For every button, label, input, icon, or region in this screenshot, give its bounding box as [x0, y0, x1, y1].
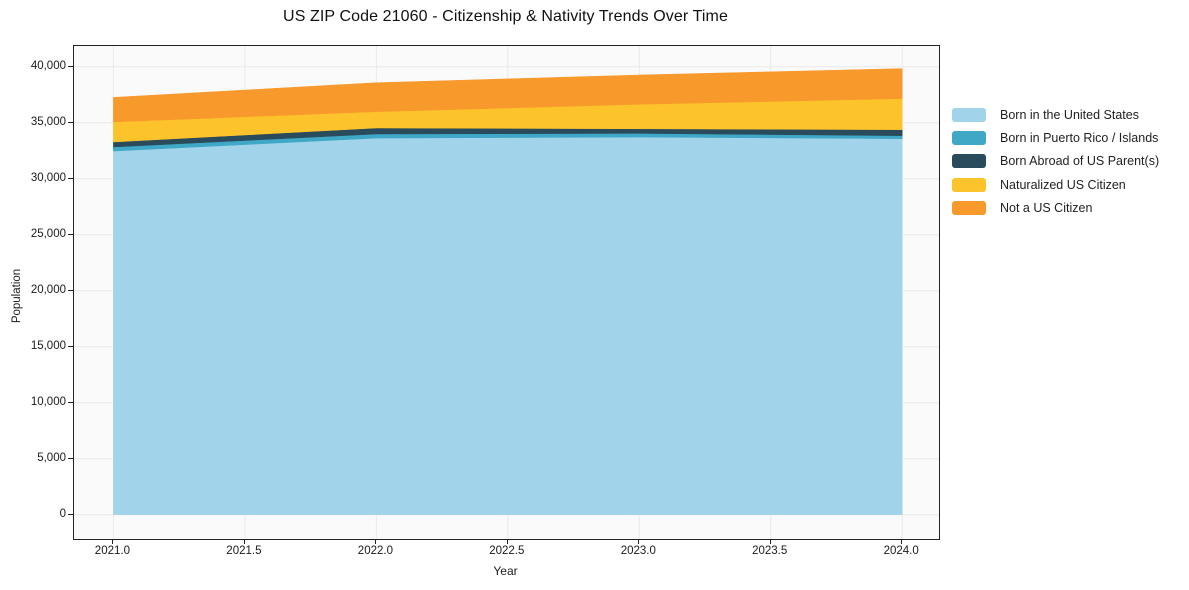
legend-label: Not a US Citizen	[1000, 201, 1093, 216]
y-tick-label: 5,000	[37, 451, 66, 464]
legend-item: Naturalized US Citizen	[952, 173, 1159, 196]
y-tick-mark	[68, 345, 73, 347]
legend-item: Born in Puerto Rico / Islands	[952, 126, 1159, 149]
legend-swatch-icon	[952, 177, 986, 192]
area-series-0	[113, 136, 903, 515]
x-tick-mark	[506, 539, 508, 544]
x-tick-label: 2023.0	[620, 545, 656, 557]
legend-label: Born in the United States	[1000, 107, 1139, 122]
x-tick-mark	[769, 539, 771, 544]
legend-swatch-icon	[952, 201, 986, 216]
x-tick-mark	[243, 539, 245, 544]
y-tick-label: 10,000	[30, 395, 66, 408]
x-tick-label: 2021.5	[226, 545, 262, 557]
y-tick-label: 20,000	[30, 283, 66, 296]
y-tick-label: 40,000	[30, 59, 66, 72]
x-tick-label: 2021.0	[94, 545, 130, 557]
y-tick-label: 15,000	[30, 339, 66, 352]
y-tick-mark	[68, 457, 73, 459]
y-tick-mark	[68, 401, 73, 403]
legend-item: Not a US Citizen	[952, 197, 1159, 220]
y-tick-mark	[68, 121, 73, 123]
y-tick-label: 25,000	[30, 227, 66, 240]
legend: Born in the United States Born in Puerto …	[952, 103, 1159, 220]
legend-item: Born Abroad of US Parent(s)	[952, 150, 1159, 173]
area-series-4	[113, 68, 903, 123]
legend-label: Born Abroad of US Parent(s)	[1000, 154, 1160, 169]
legend-label: Born in Puerto Rico / Islands	[1000, 131, 1159, 146]
legend-swatch-icon	[952, 131, 986, 146]
x-axis-label: Year	[493, 564, 518, 578]
y-tick-mark	[68, 233, 73, 235]
y-tick-mark	[68, 65, 73, 67]
y-tick-mark	[68, 289, 73, 291]
x-tick-mark	[112, 539, 114, 544]
legend-swatch-icon	[952, 107, 986, 122]
chart-title: US ZIP Code 21060 - Citizenship & Nativi…	[283, 8, 728, 25]
y-tick-mark	[68, 513, 73, 515]
area-chart-svg	[74, 46, 939, 539]
y-tick-label: 0	[59, 507, 66, 520]
legend-item: Born in the United States	[952, 103, 1159, 126]
x-tick-mark	[638, 539, 640, 544]
x-tick-label: 2022.5	[489, 545, 525, 557]
y-tick-label: 35,000	[30, 115, 66, 128]
x-tick-label: 2022.0	[357, 545, 393, 557]
legend-label: Naturalized US Citizen	[1000, 177, 1126, 192]
y-tick-label: 30,000	[30, 171, 66, 184]
plot-area	[73, 45, 940, 540]
x-tick-label: 2023.5	[752, 545, 788, 557]
x-tick-mark	[901, 539, 903, 544]
legend-swatch-icon	[952, 154, 986, 169]
x-tick-label: 2024.0	[883, 545, 919, 557]
x-tick-mark	[375, 539, 377, 544]
y-tick-mark	[68, 177, 73, 179]
